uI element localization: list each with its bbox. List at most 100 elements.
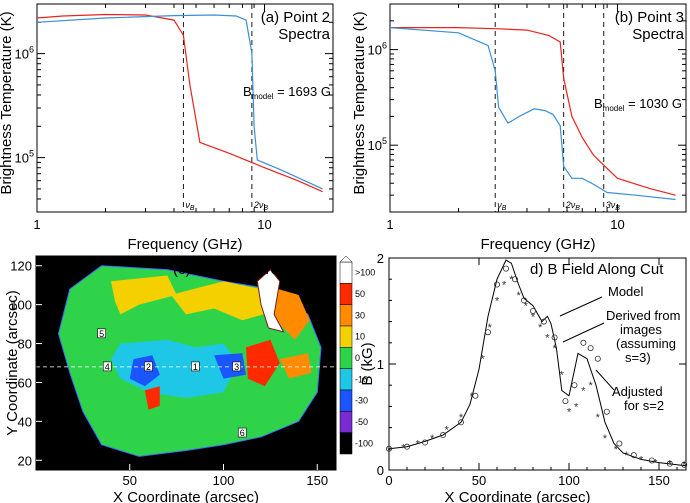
plot-frame: [389, 3, 687, 213]
derived-point: *: [624, 450, 629, 462]
adjusted-point: [521, 297, 528, 304]
colorbar-swatch: [339, 389, 353, 412]
y-tick-label: 60: [18, 375, 32, 390]
arrow-derived: [562, 322, 605, 343]
label-model: Model: [608, 284, 644, 299]
series-blue-line: [36, 14, 323, 190]
adjusted-point: [385, 445, 392, 452]
colorbar-label: 0: [355, 353, 360, 363]
derived-point: *: [574, 401, 579, 413]
panel-title: d) B Field Along Cut: [530, 261, 664, 278]
adjusted-point: [666, 460, 673, 467]
x-tick-label: 50: [472, 473, 486, 488]
x-tick-label: 150: [306, 473, 328, 488]
x-tick-label: 50: [123, 473, 137, 488]
x-tick-label: 100: [213, 473, 235, 488]
label-derived: (assuming: [616, 336, 676, 351]
adjusted-point: [603, 408, 610, 415]
derived-point: *: [538, 322, 543, 334]
point-marker-label: 2: [146, 362, 151, 372]
derived-point: *: [552, 343, 557, 355]
label-derived: Derived from: [606, 308, 680, 323]
derived-point: *: [401, 443, 406, 455]
plot-frame: [35, 255, 337, 471]
y-tick-label: 1: [377, 357, 384, 372]
y-tick-label: 2: [377, 251, 384, 266]
x-tick-label: 150: [648, 473, 670, 488]
adjusted-point: [421, 439, 428, 446]
series-blue-line: [389, 27, 676, 201]
adjusted-point: [502, 265, 509, 272]
colorbar-swatch: [339, 261, 353, 284]
derived-point: *: [653, 458, 658, 470]
map-region-red: [144, 386, 160, 410]
point-marker-box: [102, 361, 112, 372]
colorbar-label: 50: [355, 289, 365, 299]
map-region-red: [246, 339, 280, 387]
arrow-adjusted: [595, 369, 615, 391]
y-tick-label: 106: [368, 41, 387, 58]
y-tick-label: 100: [10, 298, 32, 313]
panel-title-line2: Spectra: [278, 26, 330, 43]
y-tick-label: 105: [15, 149, 34, 166]
y-axis-label: B (kG): [359, 342, 376, 385]
derived-point: *: [545, 333, 550, 345]
colorbar-swatch: [339, 283, 353, 305]
y-tick-label: 40: [18, 414, 32, 429]
derived-point: *: [668, 459, 673, 471]
y-tick-label: 0: [377, 463, 384, 478]
adjusted-point: [551, 334, 558, 341]
derived-point: *: [531, 311, 536, 323]
x-tick-label: 100: [558, 473, 580, 488]
derived-point: *: [416, 439, 421, 451]
y-axis-label: Brightness Temperature (K): [0, 11, 15, 194]
series-red-line: [390, 27, 676, 196]
x-tick-label: 1: [386, 217, 393, 232]
point-marker-label: 3: [234, 362, 239, 372]
derived-point: *: [639, 454, 644, 466]
y-tick-label: 106: [15, 45, 34, 62]
point-marker-box: [97, 328, 106, 339]
derived-point: *: [596, 412, 601, 424]
colorbar-label: -10: [355, 374, 368, 384]
x-axis-label: Frequency (GHz): [480, 236, 595, 253]
x-tick-label: 10: [257, 217, 271, 232]
y-tick-label: 105: [368, 136, 387, 153]
bmodel-annotation: Bmodel = 1693 G: [243, 84, 331, 101]
colorbar-swatch: [339, 347, 353, 369]
map-region-yellow: [111, 275, 177, 315]
derived-point: *: [588, 380, 593, 392]
colorbar-label: 10: [355, 332, 365, 342]
adjusted-point: [571, 382, 578, 389]
point-marker-label: 4: [105, 362, 110, 372]
x-tick-label: 10: [610, 217, 624, 232]
adjusted-point: [484, 329, 491, 336]
map-region-orange: [279, 353, 312, 379]
derived-point: *: [459, 412, 464, 424]
derived-point: *: [470, 391, 475, 403]
derived-point: *: [614, 444, 619, 456]
label-adjusted: Adjusted: [612, 384, 663, 399]
x-axis-label: X Coordinate (arcsec): [113, 489, 259, 503]
harmonic-label: νB: [497, 200, 507, 212]
colorbar-arrow: [339, 255, 353, 263]
y-tick-label: 120: [10, 259, 32, 274]
adjusted-point: [403, 443, 410, 450]
derived-point: *: [495, 295, 500, 307]
derived-point: *: [387, 445, 392, 457]
adjusted-point: [493, 281, 500, 288]
colorbar-swatch: [339, 432, 353, 455]
map-region-white: [256, 268, 285, 333]
adjusted-point: [594, 355, 601, 362]
derived-point: *: [682, 460, 687, 472]
derived-point: *: [567, 407, 572, 419]
x-axis-label: Frequency (GHz): [127, 236, 242, 253]
adjusted-point: [587, 345, 594, 352]
point-marker-box: [191, 361, 200, 372]
derived-point: *: [581, 386, 586, 398]
x-tick-label: 0: [385, 473, 392, 488]
adjusted-point: [580, 339, 587, 346]
